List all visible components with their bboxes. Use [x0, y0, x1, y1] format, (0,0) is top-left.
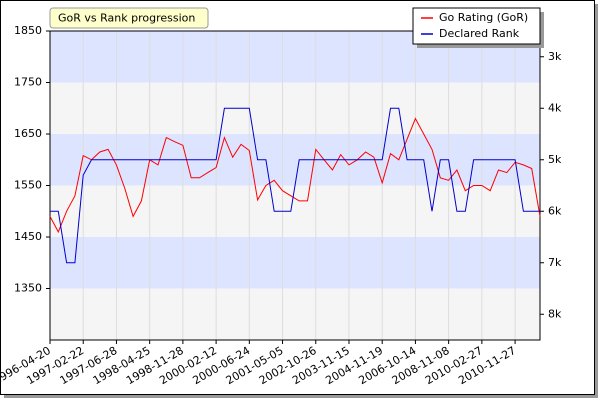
plot-border [49, 30, 541, 341]
y-tick-label: 1550 [14, 179, 42, 192]
chart-title: GoR vs Rank progression [58, 12, 195, 25]
legend-label: Go Rating (GoR) [439, 11, 528, 24]
y2-tick-label: 4k [548, 101, 562, 114]
y-tick-label: 1850 [14, 24, 42, 37]
y-tick-label: 1350 [14, 282, 42, 295]
legend-label: Declared Rank [439, 27, 520, 40]
y2-tick-label: 8k [548, 307, 562, 320]
title-box [49, 7, 209, 29]
y2-tick-label: 7k [548, 256, 562, 269]
y2-tick-label: 6k [548, 204, 562, 217]
band [50, 237, 540, 289]
y-tick-label: 1750 [14, 76, 42, 89]
y-tick-label: 1650 [14, 127, 42, 140]
y2-tick-label: 5k [548, 153, 562, 166]
plot-area [46, 30, 544, 344]
series-line [49, 117, 541, 234]
y-tick-label: 1450 [14, 230, 42, 243]
series-line [50, 107, 540, 264]
y2-tick-label: 3k [548, 50, 562, 63]
legend [412, 7, 541, 45]
